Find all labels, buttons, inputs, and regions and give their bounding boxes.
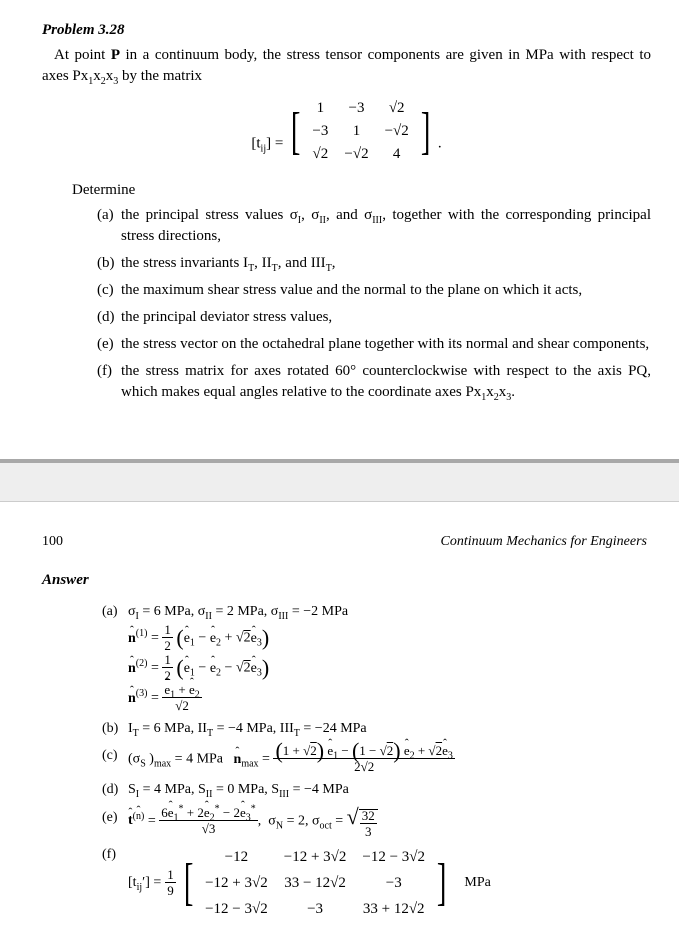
answer-d: SI = 4 MPa, SII = 0 MPa, SIII = −4 MPa — [102, 779, 649, 801]
intro-text-5: by the matrix — [118, 68, 202, 84]
f-bracket-left: [ — [184, 859, 194, 907]
e-num: 6e1* + 2e2* − 2e3* — [159, 806, 258, 821]
matrix-lhs-end: ] = — [266, 136, 287, 152]
fm-1-1: 33 − 12√2 — [276, 870, 355, 896]
m-2-2: 4 — [377, 143, 417, 166]
fm-0-2: −12 − 3√2 — [354, 844, 433, 870]
answer-c: (σS )max = 4 MPa nmax = (1 + √2) e1 − (1… — [102, 745, 649, 774]
answer-a: σI = 6 MPa, σII = 2 MPa, σIII = −2 MPa n… — [102, 601, 649, 713]
intro-text: At point — [54, 47, 111, 63]
answer-b: IT = 6 MPa, IIT = −4 MPa, IIIT = −24 MPa — [102, 718, 649, 740]
f-coef-num: 1 — [165, 868, 176, 883]
answer-a-n3: n(3) = e1 + e2√2 — [128, 684, 649, 713]
answer-a-n1: n(1) = 12 (e1 − e2 + √2e3) — [128, 624, 649, 653]
page-break-divider — [0, 459, 679, 502]
answer-f: [tij′] = 1 9 [ −12−12 + 3√2−12 − 3√2 −12… — [102, 844, 649, 922]
fm-1-2: −3 — [354, 870, 433, 896]
c-den: 2√2 — [273, 759, 454, 773]
m-2-1: −√2 — [336, 143, 376, 166]
point-label: P — [111, 47, 120, 63]
f-bracket-right: ] — [437, 859, 447, 907]
fm-0-0: −12 — [197, 844, 276, 870]
problem-statement: At point P in a continuum body, the stre… — [42, 45, 651, 87]
fm-2-1: −3 — [276, 896, 355, 922]
half-num: 1 — [162, 623, 173, 638]
fm-2-2: 33 + 12√2 — [354, 896, 433, 922]
e-rad-den: 3 — [360, 824, 377, 838]
n3-sup: (3) — [136, 688, 148, 699]
answer-list: σI = 6 MPa, σII = 2 MPa, σIII = −2 MPa n… — [102, 601, 649, 923]
fm-2-0: −12 − 3√2 — [197, 896, 276, 922]
m-0-2: √2 — [377, 97, 417, 120]
answer-e: t(n) = 6e1* + 2e2* − 2e3* √3 , σN = 2, σ… — [102, 807, 649, 840]
f-matrix-display: [ −12−12 + 3√2−12 − 3√2 −12 + 3√233 − 12… — [180, 844, 451, 922]
m-1-2: −√2 — [377, 120, 417, 143]
problem-section: Problem 3.28 At point P in a continuum b… — [0, 0, 679, 439]
matrix-tail: . — [438, 136, 442, 152]
determine-label: Determine — [72, 180, 651, 201]
answer-label: Answer — [0, 570, 679, 591]
question-parts: the principal stress values σI, σII, and… — [97, 205, 651, 403]
intro-text-3: x — [93, 68, 101, 84]
part-d: the principal deviator stress values, — [97, 307, 651, 328]
half-den: 2 — [162, 638, 173, 652]
pf-2: x — [486, 384, 494, 400]
part-e: the stress vector on the octahedral plan… — [97, 334, 651, 355]
stress-matrix: 1−3√2 −31−√2 √2−√24 — [304, 97, 416, 166]
c-num: (1 + √2) e1 − (1 − √2) e2 + √2e3 — [273, 744, 454, 759]
m-0-1: −3 — [336, 97, 376, 120]
e-radical: √323 — [347, 809, 378, 839]
stress-matrix-definition: [tij] = [ 1−3√2 −31−√2 √2−√24 ] . — [42, 97, 651, 166]
page-header: 100 Continuum Mechanics for Engineers — [0, 532, 679, 552]
part-c: the maximum shear stress value and the n… — [97, 280, 651, 301]
bracket-left: [ — [291, 108, 301, 156]
problem-number: Problem 3.28 — [42, 20, 651, 41]
part-b: the stress invariants IT, IIT, and IIIT, — [97, 253, 651, 274]
half-num2: 1 — [162, 653, 173, 668]
matrix-display: [ 1−3√2 −31−√2 √2−√24 ] — [287, 97, 434, 166]
n1-sup: (1) — [136, 628, 148, 639]
f-matrix: −12−12 + 3√2−12 − 3√2 −12 + 3√233 − 12√2… — [197, 844, 433, 922]
part-f-1: the stress matrix for axes rotated 60° c… — [121, 363, 651, 400]
bracket-right: ] — [421, 108, 431, 156]
m-1-0: −3 — [304, 120, 336, 143]
m-1-1: 1 — [336, 120, 376, 143]
book-title: Continuum Mechanics for Engineers — [441, 532, 647, 552]
part-a: the principal stress values σI, σII, and… — [97, 205, 651, 247]
page-number: 100 — [42, 532, 63, 552]
f-unit: MPa — [464, 872, 490, 894]
n3-num: e1 + e2 — [162, 683, 201, 698]
part-f: the stress matrix for axes rotated 60° c… — [97, 361, 651, 403]
answer-a-n2: n(2) = 12 (e1 − e2 − √2e3) — [128, 654, 649, 683]
f-coef-den: 9 — [165, 883, 176, 897]
fm-1-0: −12 + 3√2 — [197, 870, 276, 896]
pf-4: . — [511, 384, 515, 400]
e-rad-num: 32 — [360, 809, 377, 824]
fm-0-1: −12 + 3√2 — [276, 844, 355, 870]
m-0-0: 1 — [304, 97, 336, 120]
matrix-lhs: [t — [251, 136, 260, 152]
n2-sup: (2) — [136, 658, 148, 669]
m-2-0: √2 — [304, 143, 336, 166]
